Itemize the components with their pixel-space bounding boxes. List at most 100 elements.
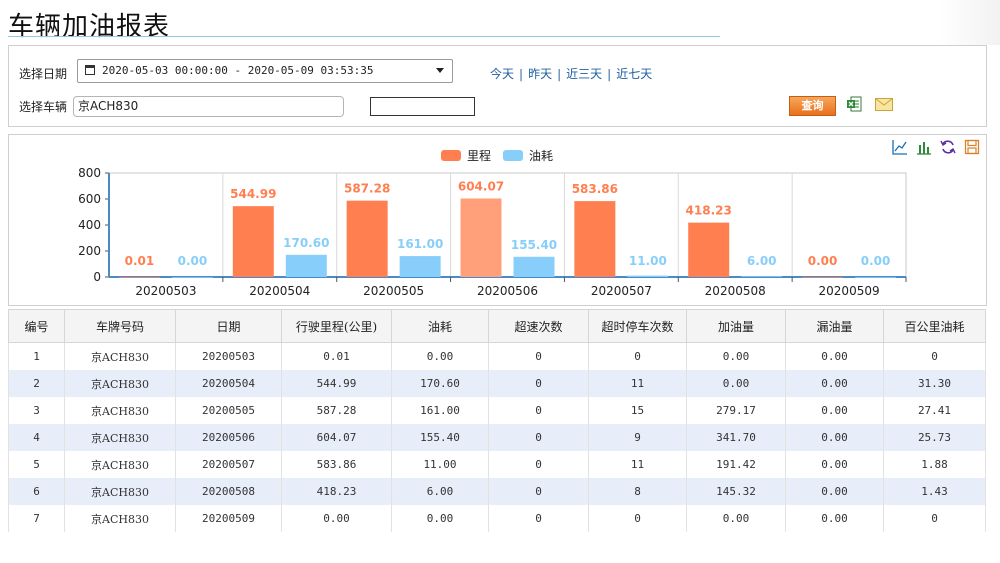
plot-area	[108, 172, 907, 278]
y-tick-label: 800	[78, 166, 101, 180]
cell-leak: 0.00	[785, 505, 884, 532]
fuel-value-label: 0.00	[861, 254, 891, 268]
legend-item-mileage[interactable]: 里程	[441, 147, 491, 164]
mileage-bar[interactable]	[346, 200, 388, 277]
cell-date: 20200509	[175, 505, 282, 532]
email-icon[interactable]	[875, 98, 893, 111]
export-excel-icon[interactable]	[847, 96, 862, 112]
secondary-input[interactable]	[370, 97, 475, 116]
fuel-bar[interactable]	[285, 254, 327, 277]
table-row[interactable]: 6 京ACH830 20200508 418.23 6.00 0 8 145.32 0.00 1.…	[8, 478, 986, 505]
cell-mileage: 0.01	[281, 342, 392, 370]
table-row[interactable]: 7 京ACH830 20200509 0.00 0.00 0 0 0.00 0.00 0	[8, 505, 986, 532]
mileage-value-label: 0.01	[125, 254, 155, 268]
line-chart-icon[interactable]	[892, 139, 908, 155]
save-image-icon[interactable]	[964, 139, 980, 155]
cell-index: 7	[8, 505, 65, 532]
col-header-index[interactable]: 编号	[8, 309, 65, 343]
cell-refuel: 341.70	[686, 424, 786, 451]
cell-fuel: 0.00	[391, 342, 489, 370]
fuel-bar[interactable]	[855, 277, 897, 278]
cell-plate: 京ACH830	[64, 424, 176, 451]
cell-refuel: 0.00	[686, 342, 786, 370]
quick-link-today[interactable]: 今天	[490, 67, 515, 81]
table-row[interactable]: 4 京ACH830 20200506 604.07 155.40 0 9 341.70 0.00…	[8, 424, 986, 451]
bar-chart-icon[interactable]	[916, 139, 932, 155]
col-header-plate[interactable]: 车牌号码	[64, 309, 176, 343]
cell-date: 20200504	[175, 370, 282, 397]
cell-mileage: 418.23	[281, 478, 392, 505]
refresh-icon[interactable]	[940, 139, 956, 155]
separator: |	[557, 67, 562, 81]
col-header-per100km[interactable]: 百公里油耗	[883, 309, 986, 343]
cell-date: 20200508	[175, 478, 282, 505]
cell-overtime-parking: 8	[588, 478, 687, 505]
table-row[interactable]: 5 京ACH830 20200507 583.86 11.00 0 11 191.42 0.00…	[8, 451, 986, 478]
fuel-bar[interactable]	[741, 276, 783, 278]
cell-overtime-parking: 9	[588, 424, 687, 451]
col-header-refuel[interactable]: 加油量	[686, 309, 786, 343]
table-row[interactable]: 2 京ACH830 20200504 544.99 170.60 0 11 0.00 0.00 3…	[8, 370, 986, 397]
date-range-picker[interactable]: 2020-05-03 00:00:00 - 2020-05-09 03:53:3…	[77, 59, 453, 83]
col-header-date[interactable]: 日期	[175, 309, 282, 343]
col-header-fuel[interactable]: 油耗	[391, 309, 489, 343]
table-row[interactable]: 1 京ACH830 20200503 0.01 0.00 0 0 0.00 0.00 0	[8, 342, 986, 370]
fuel-bar[interactable]	[627, 275, 669, 277]
vehicle-input[interactable]: 京ACH830	[73, 96, 344, 117]
date-range-value: 2020-05-03 00:00:00 - 2020-05-09 03:53:3…	[102, 64, 374, 77]
fuel-bar[interactable]	[513, 256, 555, 277]
col-header-speeding[interactable]: 超速次数	[488, 309, 589, 343]
cell-mileage: 544.99	[281, 370, 392, 397]
calendar-icon	[85, 65, 95, 75]
mileage-bar[interactable]	[118, 276, 160, 278]
y-tick-label: 0	[93, 270, 101, 284]
col-header-leak[interactable]: 漏油量	[785, 309, 884, 343]
legend-label-mileage: 里程	[467, 149, 492, 163]
separator: |	[607, 67, 612, 81]
legend-swatch-mileage	[441, 150, 461, 161]
mileage-bar[interactable]	[802, 277, 844, 278]
cell-fuel: 0.00	[391, 505, 489, 532]
cell-speeding: 0	[488, 451, 589, 478]
cell-fuel: 6.00	[391, 478, 489, 505]
cell-fuel: 170.60	[391, 370, 489, 397]
chevron-down-icon[interactable]	[436, 68, 444, 73]
legend-item-fuel[interactable]: 油耗	[503, 147, 553, 164]
cell-overtime-parking: 15	[588, 397, 687, 424]
mileage-bar[interactable]	[688, 222, 730, 277]
x-tick-label: 20200506	[477, 284, 538, 298]
mileage-bar[interactable]	[574, 201, 616, 277]
cell-plate: 京ACH830	[64, 451, 176, 478]
cell-fuel: 161.00	[391, 397, 489, 424]
mileage-value-label: 604.07	[458, 179, 504, 193]
cell-per100km: 0	[883, 505, 986, 532]
report-table-container: 编号 车牌号码 日期 行驶里程(公里) 油耗 超速次数 超时停车次数 加油量 漏…	[8, 309, 986, 532]
table-row[interactable]: 3 京ACH830 20200505 587.28 161.00 0 15 279.17 0.0…	[8, 397, 986, 424]
quick-link-7days[interactable]: 近七天	[616, 67, 653, 81]
mileage-bar[interactable]	[232, 206, 274, 277]
cell-refuel: 191.42	[686, 451, 786, 478]
page-title: 车辆加油报表	[8, 12, 171, 42]
date-label: 选择日期	[19, 67, 68, 81]
corner-decoration	[940, 0, 1000, 45]
col-header-overtime-parking[interactable]: 超时停车次数	[588, 309, 687, 343]
quick-link-yesterday[interactable]: 昨天	[528, 67, 553, 81]
chart-legend: 里程 油耗	[441, 147, 553, 164]
legend-swatch-fuel	[503, 150, 524, 161]
fuel-bar[interactable]	[399, 256, 441, 277]
x-tick-label: 20200507	[591, 284, 652, 298]
cell-index: 3	[8, 397, 65, 424]
mileage-value-label: 544.99	[230, 187, 276, 201]
quick-link-3days[interactable]: 近三天	[566, 67, 603, 81]
cell-refuel: 0.00	[686, 370, 786, 397]
col-header-mileage[interactable]: 行驶里程(公里)	[281, 309, 392, 343]
query-button[interactable]: 查询	[789, 96, 836, 116]
mileage-bar[interactable]	[460, 198, 502, 277]
cell-date: 20200506	[175, 424, 282, 451]
y-tick-label: 200	[78, 244, 101, 258]
cell-speeding: 0	[488, 370, 589, 397]
y-tick-label: 600	[78, 192, 101, 206]
cell-fuel: 11.00	[391, 451, 489, 478]
fuel-bar[interactable]	[171, 277, 213, 278]
mileage-value-label: 418.23	[686, 204, 732, 218]
